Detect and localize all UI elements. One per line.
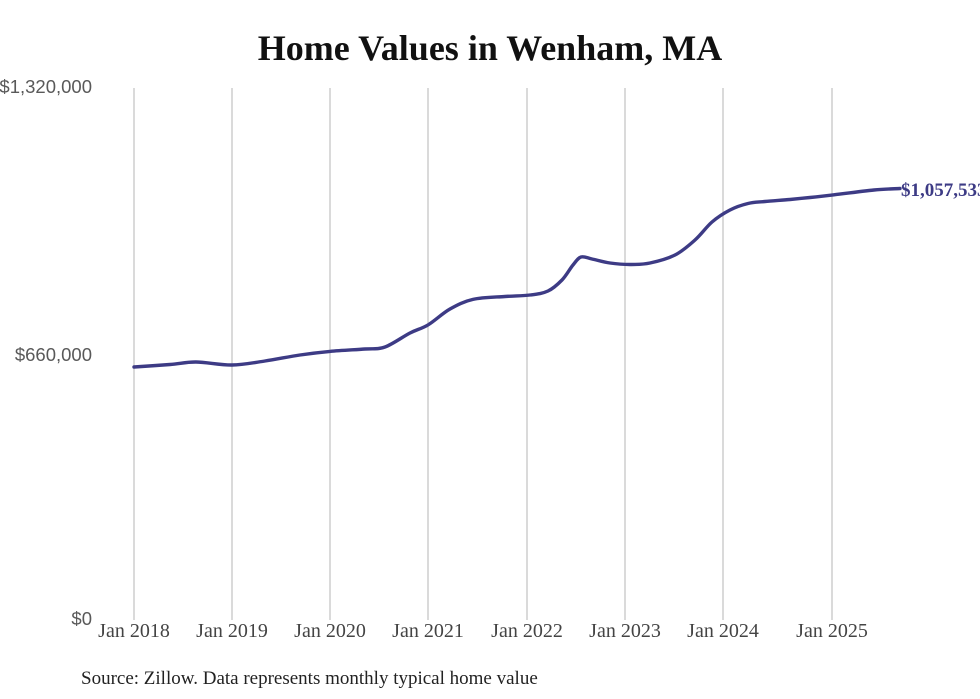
svg-text:Jan 2022: Jan 2022 <box>491 620 563 642</box>
svg-text:Jan 2018: Jan 2018 <box>98 620 170 642</box>
svg-text:Jan 2023: Jan 2023 <box>589 620 661 642</box>
svg-text:$0: $0 <box>71 608 92 629</box>
svg-text:$1,057,533: $1,057,533 <box>901 180 980 201</box>
svg-text:Jan 2021: Jan 2021 <box>392 620 464 642</box>
svg-text:$1,320,000: $1,320,000 <box>0 76 92 97</box>
svg-text:Jan 2024: Jan 2024 <box>687 620 759 642</box>
svg-text:Jan 2019: Jan 2019 <box>196 620 268 642</box>
svg-text:Jan 2025: Jan 2025 <box>796 620 868 642</box>
svg-text:$660,000: $660,000 <box>15 344 92 365</box>
svg-text:Jan 2020: Jan 2020 <box>294 620 366 642</box>
